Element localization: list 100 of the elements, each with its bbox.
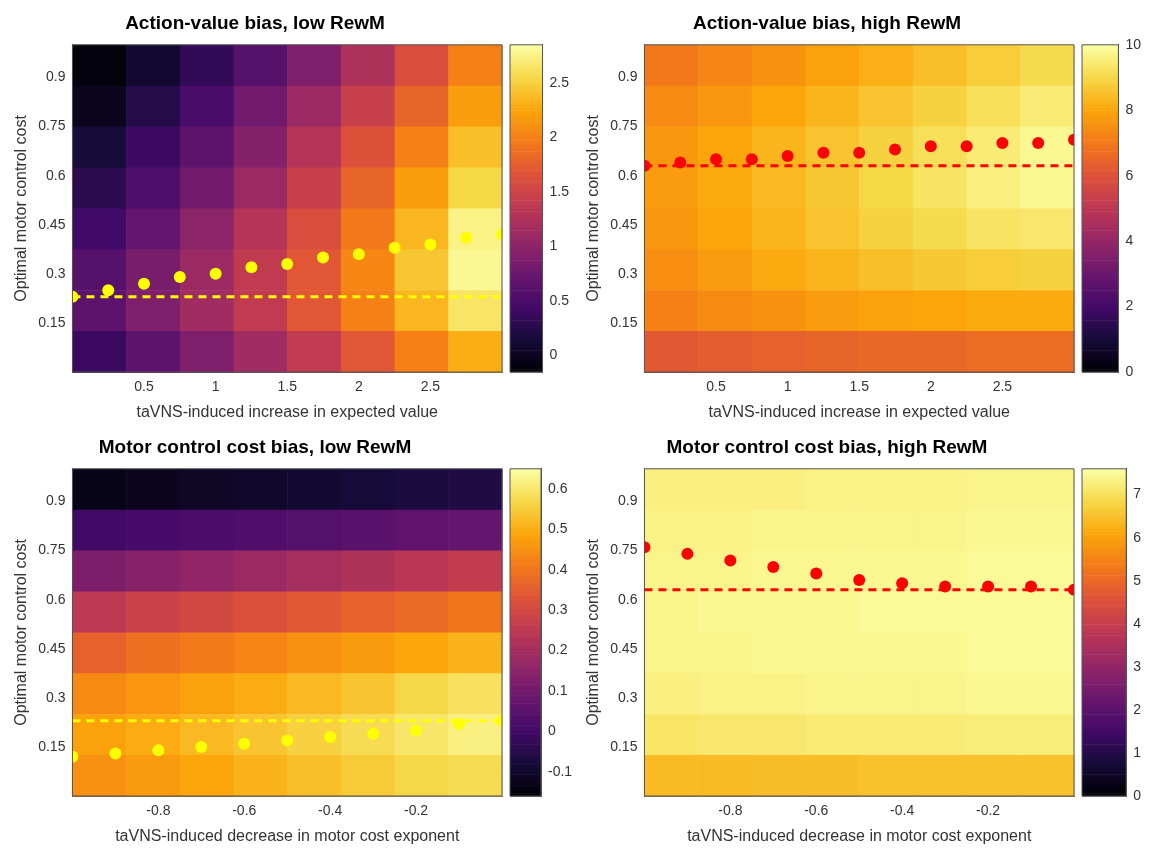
- color-bar-label: 2.5: [549, 73, 570, 90]
- x-tick-label: 1: [211, 378, 220, 395]
- x-tick-label: 0.5: [134, 378, 154, 395]
- point: [924, 140, 937, 153]
- x-axis-title: taVNS-induced decrease in motor cost exponent: [687, 826, 1032, 844]
- y-tick-label: 0.3: [617, 688, 638, 705]
- color-bar-label: 6: [1133, 528, 1142, 545]
- point: [152, 744, 165, 757]
- point: [352, 248, 365, 261]
- point: [388, 241, 401, 254]
- chart-title: Action-value bias, low RewM: [125, 11, 385, 33]
- color-bar-label: 1.5: [549, 182, 570, 199]
- x-axis-title: taVNS-induced increase in expected value: [708, 402, 1011, 420]
- x-tick-label: 1.5: [277, 378, 298, 395]
- color-bar-label: 0.5: [549, 291, 570, 308]
- color-bar-label: 4: [1133, 614, 1142, 631]
- color-bar-label: 7: [1133, 485, 1142, 502]
- y-axis-title: Optimal motor control cost: [584, 538, 602, 726]
- point: [810, 567, 823, 580]
- color-bar-label: -0.1: [548, 762, 573, 779]
- point: [745, 153, 758, 166]
- y-tick-label: 0.6: [45, 590, 66, 607]
- point: [1032, 136, 1045, 149]
- color-bar-label: 0.4: [548, 560, 568, 577]
- x-tick-label: 1.5: [849, 378, 870, 395]
- x-tick-label: -0.4: [890, 802, 915, 819]
- x-tick-label: -0.6: [804, 802, 829, 819]
- y-tick-label: 0.15: [610, 737, 638, 754]
- color-bar-label: 0: [548, 722, 556, 739]
- y-tick-label: 0.3: [45, 264, 66, 281]
- x-tick-label: -0.6: [232, 802, 257, 819]
- point: [102, 284, 115, 297]
- y-tick-label: 0.75: [38, 117, 66, 134]
- color-bar-label: 8: [1125, 101, 1134, 118]
- color-bar-label: 3: [1133, 657, 1142, 674]
- point: [781, 150, 794, 163]
- point: [996, 136, 1009, 149]
- x-tick-label: -0.8: [718, 802, 743, 819]
- point: [724, 554, 737, 567]
- y-tick-label: 0.3: [45, 688, 66, 705]
- point: [817, 146, 830, 159]
- point: [853, 574, 866, 587]
- color-bar-label: 1: [1133, 743, 1142, 760]
- y-tick-label: 0.75: [610, 117, 638, 134]
- color-bar-label: 4: [1125, 231, 1134, 248]
- point: [281, 734, 294, 747]
- point: [960, 140, 973, 153]
- x-tick-label: -0.2: [976, 802, 1001, 819]
- point: [460, 231, 473, 244]
- y-tick-label: 0.3: [617, 264, 638, 281]
- point: [710, 153, 723, 166]
- point: [410, 724, 423, 737]
- y-tick-label: 0.6: [617, 590, 638, 607]
- y-tick-label: 0.45: [38, 215, 66, 232]
- x-tick-label: 1: [783, 378, 792, 395]
- color-bar-label: 0.2: [548, 641, 568, 658]
- color-bar-label: 0: [549, 346, 558, 363]
- color-bar-label: 0.5: [548, 520, 568, 537]
- y-axis-title: Optimal motor control cost: [12, 114, 30, 302]
- point: [674, 156, 687, 169]
- chart-title: Motor control cost bias, low RewM: [98, 435, 412, 457]
- point: [853, 146, 866, 159]
- point: [173, 271, 186, 284]
- y-tick-label: 0.15: [38, 737, 66, 754]
- color-bar-label: 0.6: [548, 479, 568, 496]
- point: [209, 267, 222, 280]
- color-bar-label: 5: [1133, 571, 1142, 588]
- point: [138, 277, 151, 290]
- x-tick-label: 0.5: [706, 378, 726, 395]
- color-bar-label: 2: [549, 128, 558, 145]
- y-tick-label: 0.45: [38, 639, 66, 656]
- color-bar-label: 0.3: [548, 601, 568, 618]
- y-tick-label: 0.9: [45, 492, 66, 509]
- color-bar-label: 0: [1133, 786, 1142, 803]
- x-tick-label: 2.5: [992, 378, 1013, 395]
- color-bar-label: 2: [1125, 297, 1134, 314]
- y-axis-title: Optimal motor control cost: [12, 538, 30, 726]
- y-tick-label: 0.6: [617, 166, 638, 183]
- color-bar-label: 6: [1125, 166, 1134, 183]
- y-tick-label: 0.6: [45, 166, 66, 183]
- y-tick-label: 0.75: [38, 541, 66, 558]
- y-tick-label: 0.9: [617, 68, 638, 85]
- point: [281, 258, 294, 271]
- color-bar-label: 2: [1133, 700, 1142, 717]
- chart-title: Action-value bias, high RewM: [692, 11, 962, 33]
- point: [889, 143, 902, 156]
- color-bar-label: 1: [549, 237, 558, 254]
- x-tick-label: -0.2: [404, 802, 429, 819]
- point: [982, 580, 995, 593]
- chart-title: Motor control cost bias, high RewM: [666, 435, 988, 457]
- y-tick-label: 0.9: [45, 68, 66, 85]
- x-axis-title: taVNS-induced increase in expected value: [136, 402, 439, 420]
- point: [424, 238, 437, 251]
- point: [109, 747, 122, 760]
- y-tick-label: 0.15: [610, 313, 638, 330]
- point: [939, 580, 952, 593]
- x-tick-label: 2: [926, 378, 935, 395]
- x-axis-title: taVNS-induced decrease in motor cost exponent: [115, 826, 460, 844]
- y-tick-label: 0.45: [610, 639, 638, 656]
- y-tick-label: 0.75: [610, 541, 638, 558]
